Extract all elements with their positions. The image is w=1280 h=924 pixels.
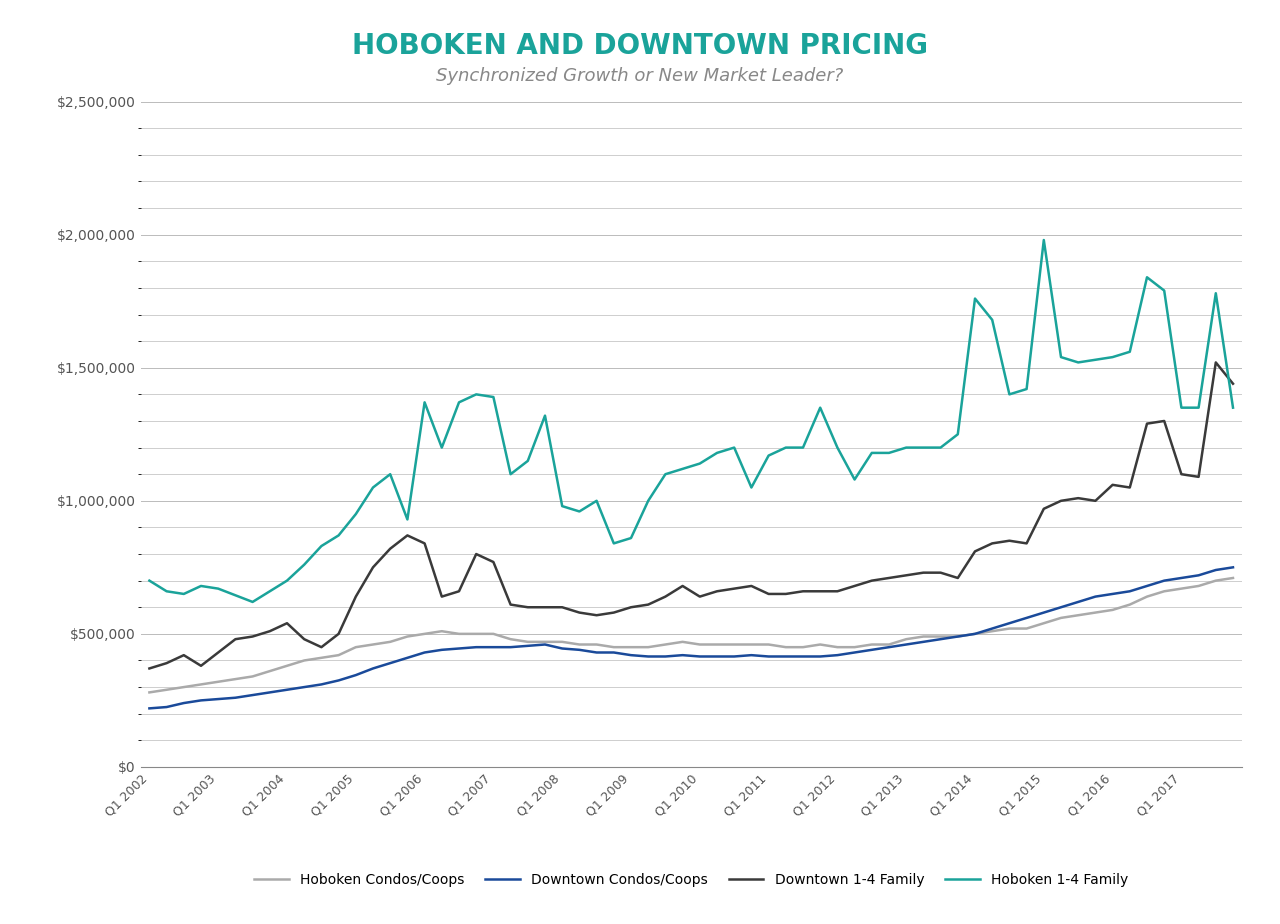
Downtown 1-4 Family: [675, 580, 690, 591]
Hoboken Condos/Coops: [829, 641, 845, 652]
Hoboken 1-4 Family: [1036, 235, 1051, 246]
Hoboken 1-4 Family: [142, 575, 157, 586]
Hoboken Condos/Coops: [589, 639, 604, 650]
Line: Downtown 1-4 Family: Downtown 1-4 Family: [150, 362, 1233, 668]
Hoboken Condos/Coops: [675, 637, 690, 648]
Hoboken 1-4 Family: [847, 474, 863, 485]
Line: Hoboken Condos/Coops: Hoboken Condos/Coops: [150, 578, 1233, 692]
Hoboken 1-4 Family: [297, 559, 312, 570]
Hoboken Condos/Coops: [142, 687, 157, 698]
Downtown Condos/Coops: [744, 650, 759, 661]
Downtown Condos/Coops: [279, 684, 294, 695]
Downtown 1-4 Family: [847, 580, 863, 591]
Hoboken 1-4 Family: [244, 596, 260, 607]
Text: Synchronized Growth or New Market Leader?: Synchronized Growth or New Market Leader…: [436, 67, 844, 84]
Line: Hoboken 1-4 Family: Hoboken 1-4 Family: [150, 240, 1233, 602]
Hoboken Condos/Coops: [744, 639, 759, 650]
Hoboken 1-4 Family: [1225, 402, 1240, 413]
Hoboken 1-4 Family: [692, 458, 708, 469]
Downtown 1-4 Family: [279, 617, 294, 628]
Downtown Condos/Coops: [829, 650, 845, 661]
Downtown Condos/Coops: [847, 647, 863, 658]
Hoboken 1-4 Family: [607, 538, 622, 549]
Downtown 1-4 Family: [589, 610, 604, 621]
Downtown 1-4 Family: [142, 663, 157, 674]
Line: Downtown Condos/Coops: Downtown Condos/Coops: [150, 567, 1233, 709]
Legend: Hoboken Condos/Coops, Downtown Condos/Coops, Downtown 1-4 Family, Hoboken 1-4 Fa: Hoboken Condos/Coops, Downtown Condos/Co…: [248, 868, 1134, 893]
Hoboken 1-4 Family: [760, 450, 776, 461]
Downtown 1-4 Family: [829, 586, 845, 597]
Downtown 1-4 Family: [1208, 357, 1224, 368]
Downtown Condos/Coops: [589, 647, 604, 658]
Downtown Condos/Coops: [1225, 562, 1240, 573]
Text: HOBOKEN AND DOWNTOWN PRICING: HOBOKEN AND DOWNTOWN PRICING: [352, 32, 928, 60]
Downtown 1-4 Family: [744, 580, 759, 591]
Hoboken Condos/Coops: [279, 661, 294, 672]
Hoboken Condos/Coops: [847, 641, 863, 652]
Hoboken Condos/Coops: [1225, 573, 1240, 584]
Hoboken 1-4 Family: [864, 447, 879, 458]
Downtown Condos/Coops: [675, 650, 690, 661]
Downtown Condos/Coops: [142, 703, 157, 714]
Downtown 1-4 Family: [1225, 378, 1240, 389]
